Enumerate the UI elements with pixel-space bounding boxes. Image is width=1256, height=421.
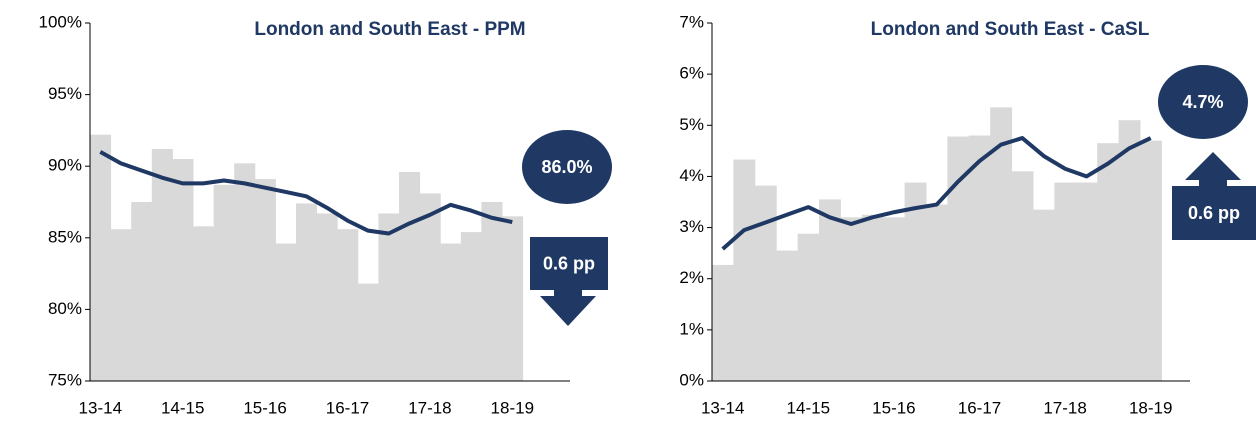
bar <box>234 163 256 381</box>
change-arrow <box>530 237 608 326</box>
x-tick-label: 13-14 <box>701 398 744 417</box>
chart-title: London and South East - CaSL <box>871 19 1150 40</box>
y-tick-label: 3% <box>679 217 704 236</box>
bar <box>904 182 927 381</box>
badge-label: 86.0% <box>541 157 592 177</box>
bar <box>1054 182 1077 381</box>
bar <box>172 159 194 381</box>
y-tick-label: 0% <box>679 370 704 389</box>
bar <box>151 149 173 381</box>
bar <box>990 107 1013 381</box>
x-tick-label: 18-19 <box>491 398 534 417</box>
bar <box>1033 209 1055 381</box>
change-arrow <box>1172 152 1256 240</box>
y-tick-label: 95% <box>48 84 82 103</box>
line <box>721 136 1152 251</box>
x-tick-label: 15-16 <box>872 398 915 417</box>
bar <box>481 202 503 381</box>
bar <box>254 179 276 381</box>
bar <box>840 217 863 381</box>
bar <box>797 233 820 381</box>
y-tick-label: 1% <box>679 319 704 338</box>
y-tick-label: 100% <box>39 12 82 31</box>
bar <box>776 250 799 381</box>
bar <box>1075 182 1098 381</box>
y-tick-label: 2% <box>679 268 704 287</box>
y-tick-label: 85% <box>48 227 82 246</box>
line <box>99 150 513 236</box>
bar <box>754 185 777 381</box>
bar <box>712 264 734 381</box>
bar <box>419 193 441 381</box>
change-label: 0.6 pp <box>1188 203 1240 223</box>
y-tick-label: 5% <box>679 115 704 134</box>
bar <box>110 229 132 381</box>
bar <box>1011 171 1034 381</box>
bar <box>1118 120 1141 382</box>
x-tick-label: 18-19 <box>1129 398 1172 417</box>
bar <box>337 229 359 381</box>
bar <box>90 134 112 381</box>
x-tick-label: 14-15 <box>787 398 830 417</box>
bar <box>296 203 318 381</box>
bar <box>316 213 338 381</box>
bar <box>968 135 991 381</box>
change-label: 0.6 pp <box>543 253 595 273</box>
bar <box>193 226 215 381</box>
x-tick-label: 17-18 <box>1043 398 1086 417</box>
x-tick-label: 13-14 <box>79 398 122 417</box>
x-tick-label: 14-15 <box>161 398 204 417</box>
bar <box>440 243 462 381</box>
x-tick-label: 17-18 <box>408 398 451 417</box>
bar <box>399 171 421 381</box>
bar <box>460 232 482 381</box>
chart-title: London and South East - PPM <box>254 19 525 40</box>
bar <box>275 243 297 381</box>
y-tick-label: 75% <box>48 370 82 389</box>
bar <box>733 159 756 381</box>
x-tick-label: 16-17 <box>958 398 1001 417</box>
bar <box>819 199 841 381</box>
bar <box>1140 140 1162 381</box>
bar <box>213 184 235 381</box>
bar <box>883 217 906 381</box>
value-badge <box>522 130 612 204</box>
bar <box>378 213 400 381</box>
bar <box>947 136 970 381</box>
bar <box>357 283 379 381</box>
bar <box>926 204 948 381</box>
bar <box>131 202 153 381</box>
y-tick-label: 80% <box>48 299 82 318</box>
bar <box>502 216 524 381</box>
bar <box>1097 143 1120 381</box>
y-tick-label: 90% <box>48 156 82 175</box>
y-tick-label: 7% <box>679 12 704 31</box>
x-tick-label: 16-17 <box>326 398 369 417</box>
bar <box>861 214 884 381</box>
y-tick-label: 4% <box>679 166 704 185</box>
badge-label: 4.7% <box>1182 92 1223 112</box>
x-tick-label: 15-16 <box>243 398 286 417</box>
value-badge <box>1158 65 1248 139</box>
y-tick-label: 6% <box>679 64 704 83</box>
